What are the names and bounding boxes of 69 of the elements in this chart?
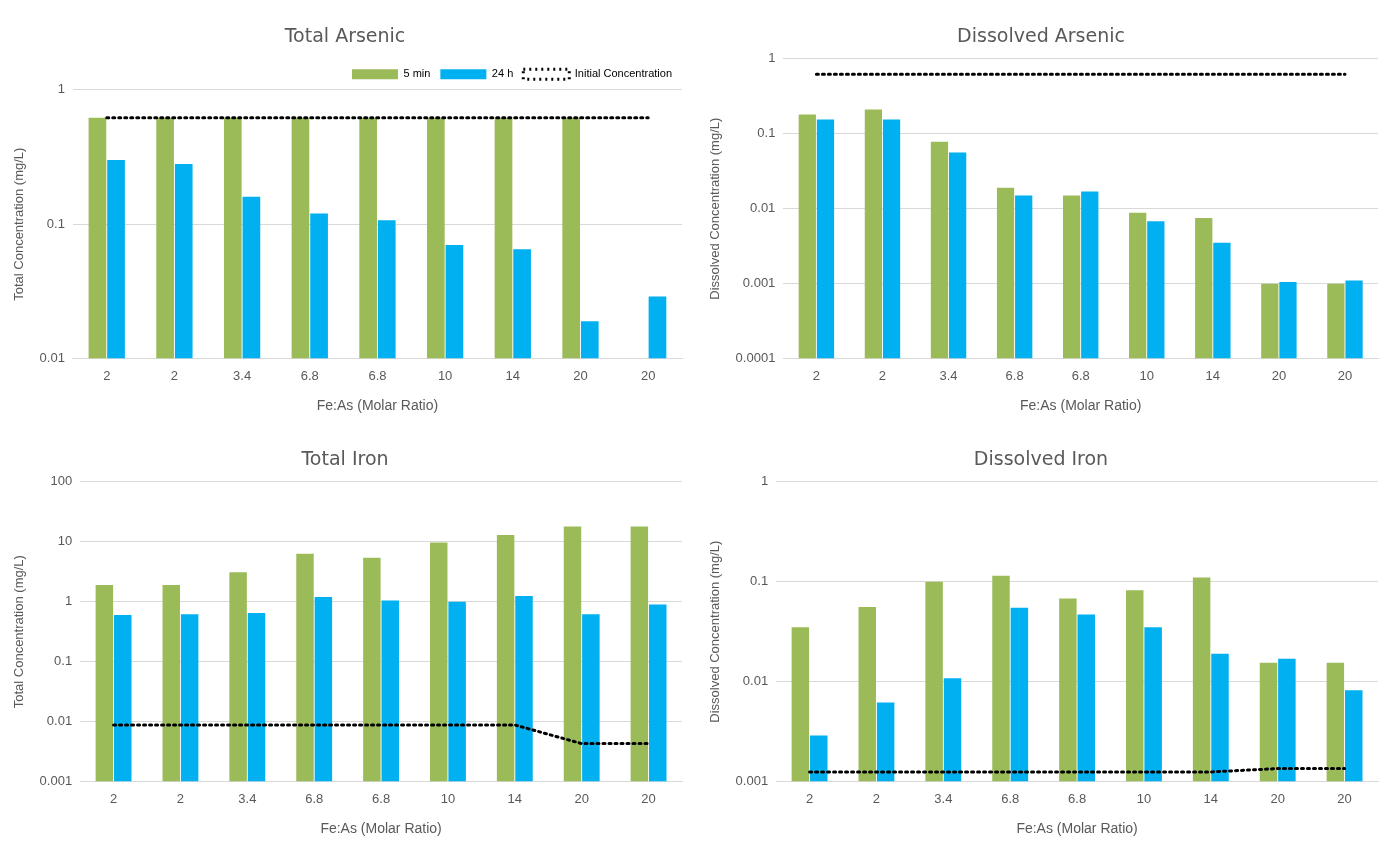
x-tick-label: 3.4 xyxy=(934,790,953,806)
x-tick-label: 20 xyxy=(573,367,588,383)
x-tick-label: 10 xyxy=(437,367,453,383)
y-tick-label: 0.01 xyxy=(750,200,776,216)
y-tick-label: 0.1 xyxy=(54,653,73,669)
x-tick-label: 2 xyxy=(103,367,111,383)
y-tick-label: 0.1 xyxy=(757,125,776,141)
x-tick-label: 20 xyxy=(641,790,656,806)
chart-title: Total Iron xyxy=(300,447,389,470)
y-tick-label: 0.0001 xyxy=(735,350,776,366)
x-tick-label: 3.4 xyxy=(233,367,252,383)
x-tick-label: 20 xyxy=(640,367,656,383)
x-tick-label: 2 xyxy=(176,790,185,806)
y-tick-label: 1 xyxy=(64,593,73,609)
y-tick-label: 0.01 xyxy=(46,713,73,729)
y-tick-label: 0.1 xyxy=(750,573,769,589)
y-axis-title: Dissolved Concentration (mg/L) xyxy=(707,540,723,723)
x-tick-label: 6.8 xyxy=(368,367,387,383)
x-tick-label: 6.8 xyxy=(1005,367,1024,383)
x-tick-label: 14 xyxy=(507,790,523,806)
legend-label: Initial Concentration xyxy=(574,67,673,80)
x-tick-label: 20 xyxy=(1337,367,1353,383)
x-tick-label: 3.4 xyxy=(238,790,257,806)
x-tick-label: 2 xyxy=(878,367,887,383)
y-axis-title: Total Concentration (mg/L) xyxy=(11,555,27,709)
y-tick-label: 0.001 xyxy=(39,773,73,789)
x-tick-label: 6.8 xyxy=(1071,367,1090,383)
y-axis-title: Total Concentration (mg/L) xyxy=(11,147,27,301)
x-tick-label: 10 xyxy=(1136,790,1152,806)
x-tick-label: 20 xyxy=(1270,790,1285,806)
y-tick-label: 1 xyxy=(760,473,769,489)
legend-label: 24 h xyxy=(491,67,514,80)
y-axis-title: Dissolved Concentration (mg/L) xyxy=(707,117,723,300)
x-tick-label: 10 xyxy=(1139,367,1154,383)
x-tick-label: 2 xyxy=(805,790,814,806)
x-tick-label: 10 xyxy=(440,790,456,806)
x-axis-title: Fe:As (Molar Ratio) xyxy=(1016,820,1138,837)
chart-title: Total Arsenic xyxy=(283,24,406,47)
x-tick-label: 2 xyxy=(170,367,179,383)
y-tick-label: 0.01 xyxy=(39,350,65,366)
x-tick-label: 6.8 xyxy=(300,367,319,383)
x-tick-label: 6.8 xyxy=(1068,790,1087,806)
y-tick-label: 0.001 xyxy=(742,275,776,291)
y-tick-label: 1 xyxy=(57,81,65,97)
x-tick-label: 6.8 xyxy=(372,790,391,806)
y-tick-label: 0.1 xyxy=(46,215,65,231)
x-tick-label: 3.4 xyxy=(939,367,958,383)
chart-title: Dissolved Arsenic xyxy=(957,24,1125,47)
x-tick-label: 14 xyxy=(1205,367,1221,383)
x-tick-label: 20 xyxy=(1271,367,1287,383)
y-tick-label: 0.01 xyxy=(742,673,769,689)
x-tick-label: 2 xyxy=(872,790,881,806)
x-axis-title: Fe:As (Molar Ratio) xyxy=(316,397,439,414)
y-tick-label: 1 xyxy=(768,50,776,66)
x-axis-title: Fe:As (Molar Ratio) xyxy=(320,820,442,837)
x-tick-label: 6.8 xyxy=(305,790,324,806)
y-tick-label: 0.001 xyxy=(735,773,769,789)
x-tick-label: 20 xyxy=(574,790,589,806)
chart-title: Dissolved Iron xyxy=(973,447,1109,470)
x-tick-label: 6.8 xyxy=(1001,790,1020,806)
x-tick-label: 14 xyxy=(505,367,521,383)
x-tick-label: 2 xyxy=(812,367,821,383)
x-axis-title: Fe:As (Molar Ratio) xyxy=(1020,397,1142,414)
x-tick-label: 14 xyxy=(1203,790,1219,806)
y-tick-label: 100 xyxy=(50,473,73,489)
y-tick-label: 10 xyxy=(57,533,73,549)
legend-label: 5 min xyxy=(403,67,431,80)
x-tick-label: 2 xyxy=(109,790,118,806)
x-tick-label: 20 xyxy=(1337,790,1352,806)
